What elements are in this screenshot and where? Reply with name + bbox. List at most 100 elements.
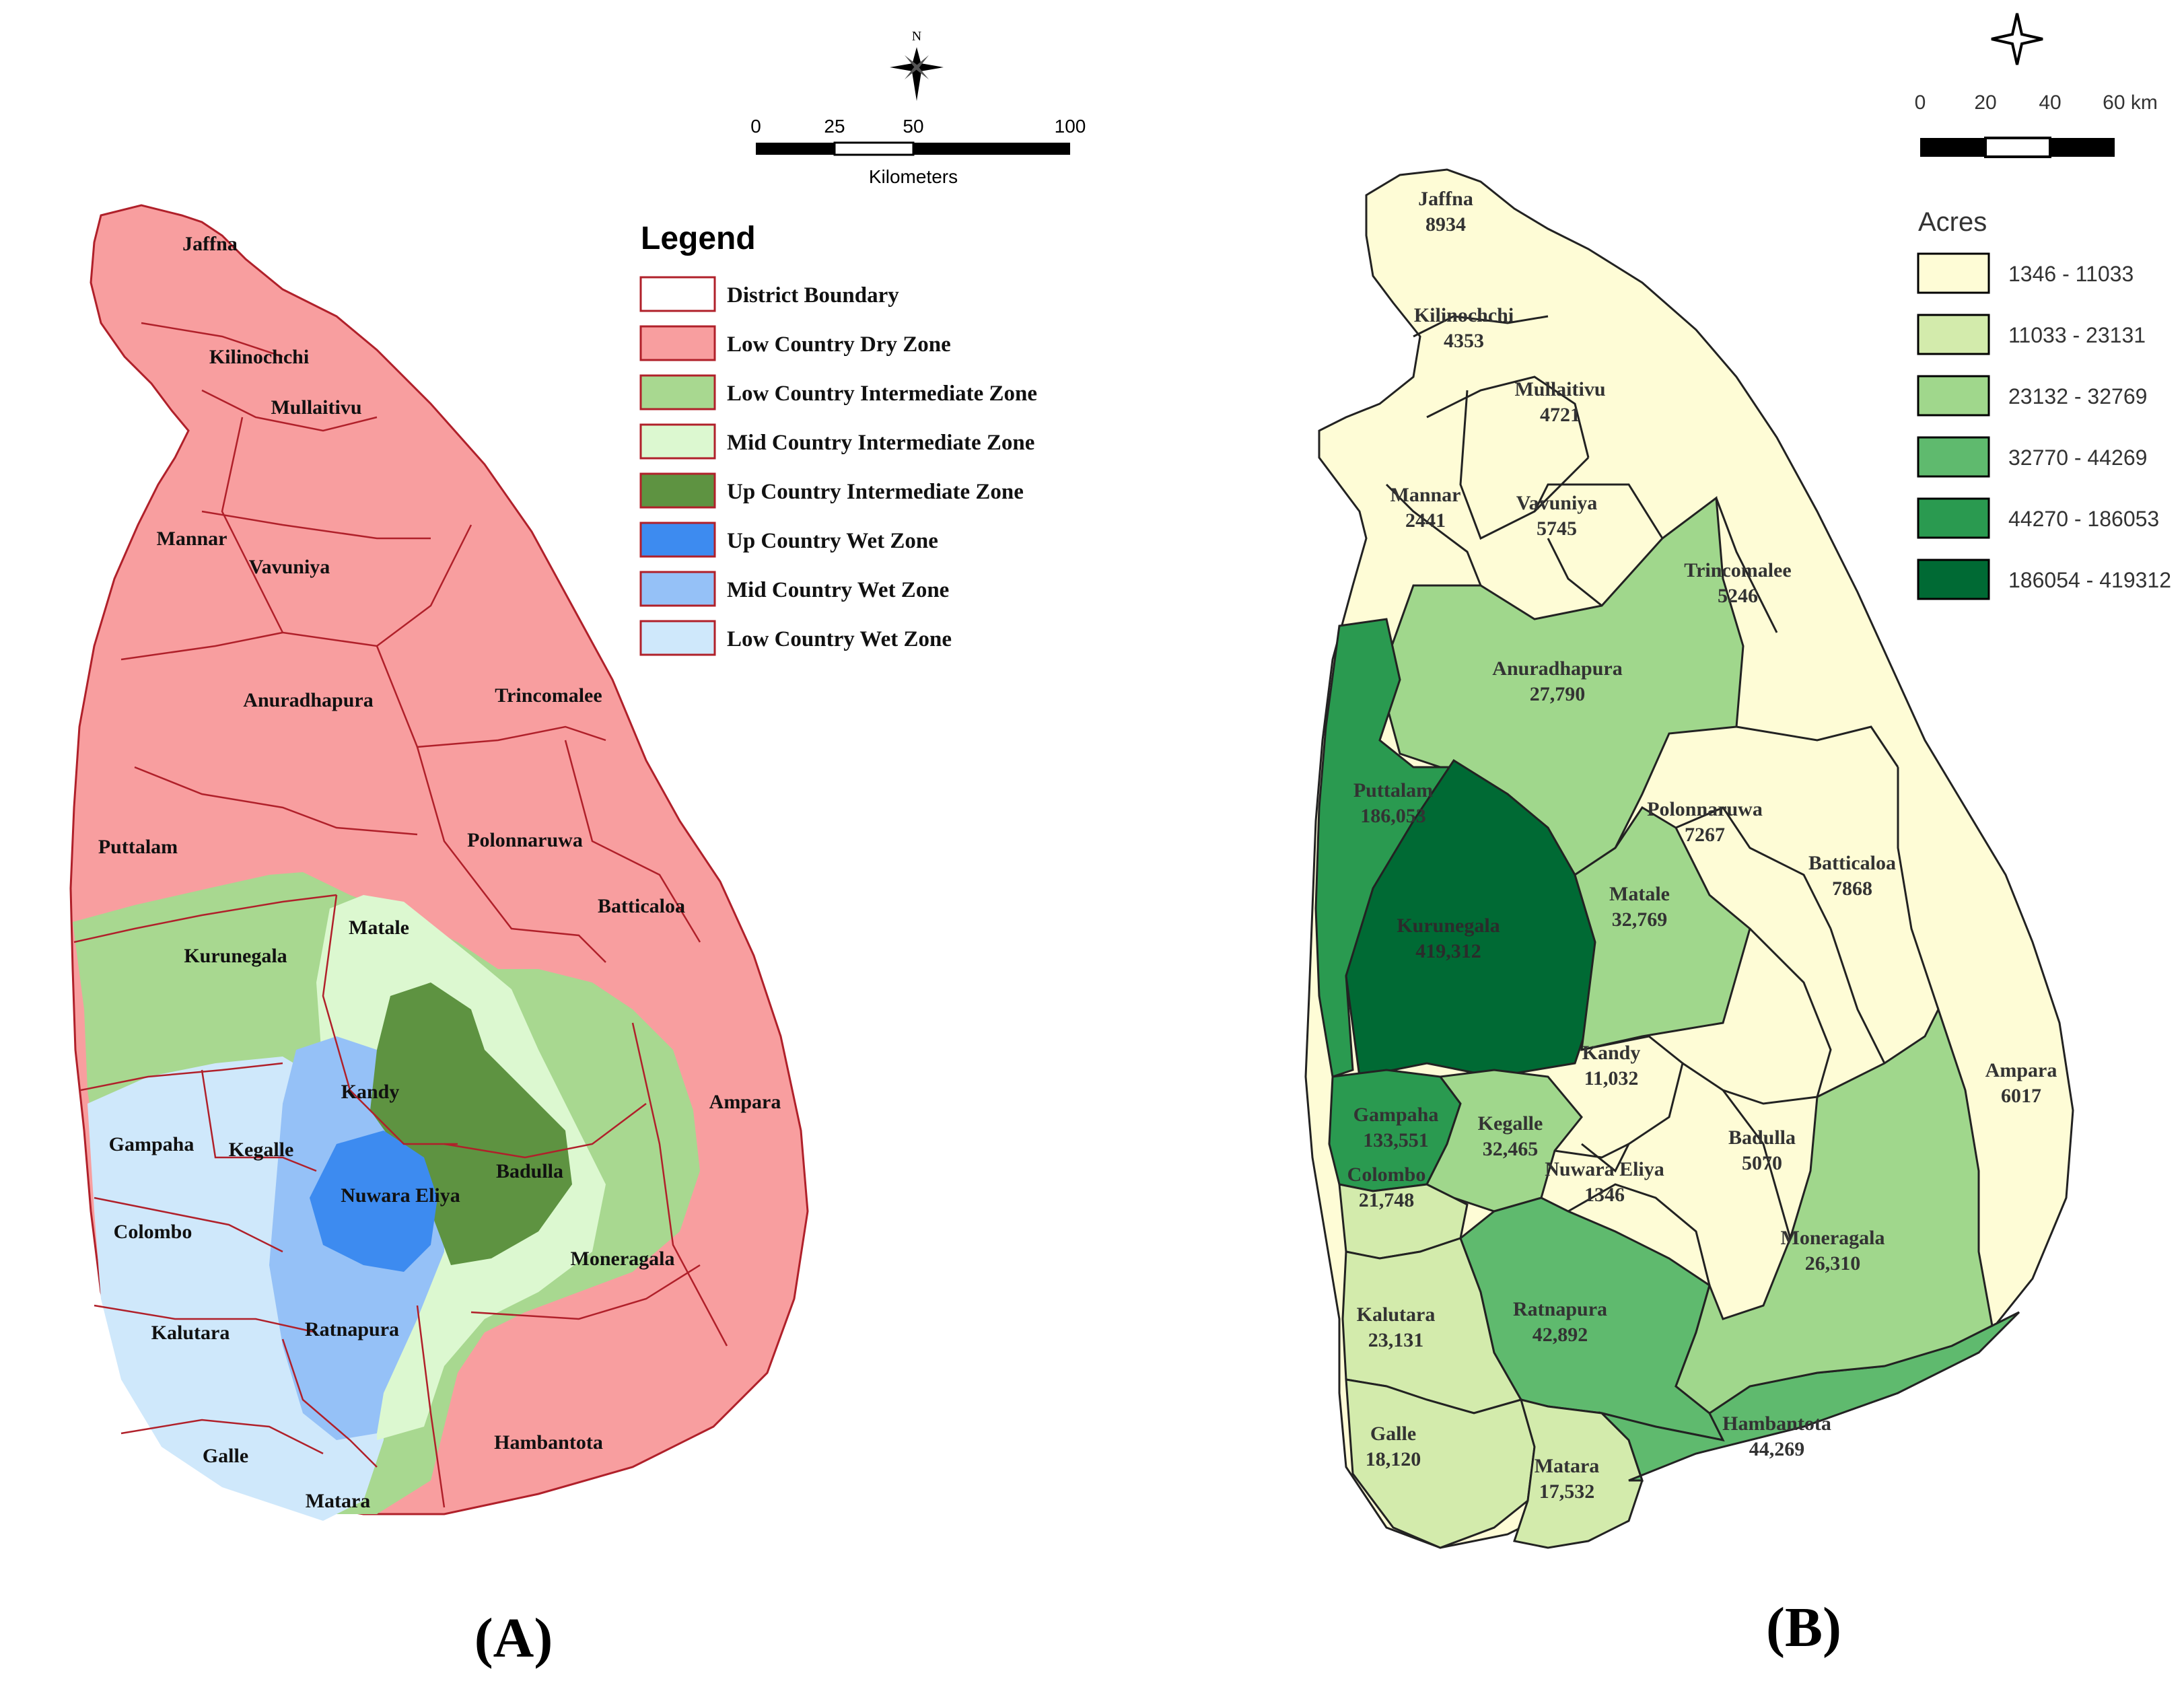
- panel-b-label-trincomalee: Trincomalee: [1684, 559, 1791, 581]
- panel-b-label-galle: Galle: [1370, 1423, 1416, 1445]
- panel-a-zone-up-wet: [310, 1131, 437, 1272]
- panel-a-caption: (A): [474, 1607, 553, 1670]
- panel-a-legend-item-up-country-wet-zone: Up Country Wet Zone: [639, 522, 938, 558]
- panel-a-legend-label: Low Country Dry Zone: [727, 332, 951, 357]
- panel-b-value-kandy: 11,032: [1584, 1067, 1639, 1089]
- panel-a-legend-swatch: [639, 620, 716, 656]
- panel-a-scale-tick-100: 100: [1055, 116, 1086, 137]
- panel-a-label-moneragala: Moneragala: [571, 1248, 675, 1270]
- panel-a-scale-tick-0: 0: [750, 116, 761, 137]
- panel-b-label-ratnapura: Ratnapura: [1513, 1298, 1607, 1320]
- panel-a-district-labels: Jaffna Kilinochchi Mullaitivu Mannar Vav…: [98, 233, 781, 1512]
- panel-b-value-kalutara: 23,131: [1368, 1329, 1424, 1351]
- panel-b-legend-label: 32770 - 44269: [2008, 445, 2147, 470]
- panel-a-scale-tick-50: 50: [903, 116, 923, 137]
- panel-b-value-badulla: 5070: [1742, 1152, 1782, 1174]
- panel-a-legend-item-low-country-dry-zone: Low Country Dry Zone: [639, 325, 951, 361]
- panel-a-label-mullaitivu: Mullaitivu: [271, 396, 361, 419]
- panel-a-legend-item-mid-country-wet-zone: Mid Country Wet Zone: [639, 571, 949, 607]
- panel-a-scale-bar: 0 25 50 100 Kilometers: [750, 116, 1086, 187]
- panel-b-label-puttalam: Puttalam: [1353, 779, 1433, 801]
- panel-b-value-vavuniya: 5745: [1537, 517, 1577, 540]
- panel-b-legend-swatch: [1917, 375, 1990, 417]
- panel-b-region-hambantota: [1598, 1311, 2020, 1482]
- panel-a-legend-label: Up Country Wet Zone: [727, 529, 938, 553]
- panel-a-label-matale: Matale: [349, 917, 409, 939]
- panel-b-legend-item-32770-44269: 32770 - 44269: [1917, 436, 2147, 478]
- panel-b-legend-label: 11033 - 23131: [2008, 323, 2146, 347]
- panel-a-legend-item-up-country-intermediate-zone: Up Country Intermediate Zone: [639, 472, 1024, 509]
- panel-b-region-moneragala: [1675, 1007, 1994, 1415]
- panel-a-label-batticaloa: Batticaloa: [598, 895, 685, 917]
- panel-b-legend-label: 23132 - 32769: [2008, 384, 2147, 408]
- panel-a-legend-item-mid-country-intermediate-zone: Mid Country Intermediate Zone: [639, 423, 1034, 460]
- panel-a-zone-up-intermediate: [370, 982, 572, 1265]
- panel-a-legend-item-district-boundary: District Boundary: [639, 276, 899, 312]
- panel-b-legend-swatch: [1917, 436, 1990, 478]
- panel-a-label-kalutara: Kalutara: [151, 1322, 230, 1344]
- panel-b-label-nuwara-eliya: Nuwara Eliya: [1545, 1158, 1664, 1180]
- panel-b-value-jaffna: 8934: [1425, 213, 1466, 236]
- panel-b-label-vavuniya: Vavuniya: [1516, 492, 1598, 514]
- panel-b-scale-tick-0: 0: [1915, 92, 1926, 114]
- panel-b-legend-item-44270-186053: 44270 - 186053: [1917, 497, 2159, 539]
- panel-a-legend-label: Up Country Intermediate Zone: [727, 480, 1024, 504]
- panel-b-region-matara: [1513, 1398, 1644, 1549]
- panel-b-value-kurunegala: 419,312: [1415, 940, 1481, 962]
- panel-a-north-label: N: [912, 29, 921, 44]
- panel-b-legend: Acres 1346 - 11033 11033 - 23131 23132 - 3…: [1917, 207, 2171, 600]
- panel-a-label-puttalam: Puttalam: [98, 836, 178, 858]
- panel-b-scale-bar: 0 20 40 60 km: [1915, 92, 2158, 158]
- panel-b-legend-item-11033-23131: 11033 - 23131: [1917, 314, 2146, 355]
- panel-a-label-galle: Galle: [203, 1445, 248, 1467]
- panel-a-label-badulla: Badulla: [496, 1160, 563, 1182]
- panel-a-legend-swatch: [639, 276, 716, 312]
- panel-b-label-badulla: Badulla: [1728, 1126, 1796, 1149]
- panel-b-value-matale: 32,769: [1612, 908, 1668, 931]
- panel-b-legend-label: 186054 - 419312: [2008, 568, 2171, 592]
- panel-a-legend: Legend District Boundary Low Country Dry …: [639, 221, 1037, 656]
- panel-b-scale-tick-20: 20: [1974, 92, 1996, 114]
- panel-a-legend-title: Legend: [641, 221, 756, 256]
- panel-b: Acres 1346 - 11033 11033 - 23131 23132 - 3…: [1304, 13, 2171, 1659]
- panel-b-value-gampaha: 133,551: [1363, 1129, 1429, 1151]
- panel-a-label-kilinochchi: Kilinochchi: [209, 346, 309, 368]
- panel-a-label-hambantota: Hambantota: [494, 1431, 603, 1454]
- panel-a-label-jaffna: Jaffna: [182, 233, 238, 255]
- panel-a-label-ratnapura: Ratnapura: [305, 1318, 399, 1340]
- panel-a-label-nuwara-eliya: Nuwara Eliya: [341, 1184, 460, 1207]
- panel-b-value-matara: 17,532: [1539, 1480, 1595, 1503]
- panel-a-legend-swatch: [639, 522, 716, 558]
- panel-b-scale-tick-40: 40: [2039, 92, 2061, 114]
- panel-a-label-gampaha: Gampaha: [109, 1133, 195, 1155]
- panel-b-value-batticaloa: 7868: [1832, 878, 1872, 900]
- panel-b-label-kandy: Kandy: [1582, 1042, 1641, 1064]
- panel-b-label-kegalle: Kegalle: [1478, 1112, 1543, 1135]
- panel-b-label-batticaloa: Batticaloa: [1808, 852, 1896, 874]
- panel-b-label-matale: Matale: [1609, 883, 1670, 905]
- panel-b-value-anuradhapura: 27,790: [1530, 683, 1586, 705]
- panel-a-label-matara: Matara: [306, 1490, 371, 1512]
- panel-a-label-polonnaruwa: Polonnaruwa: [467, 829, 583, 851]
- panel-a-legend-swatch: [639, 374, 716, 410]
- panel-a-legend-label: Mid Country Wet Zone: [727, 578, 949, 602]
- panel-a-label-anuradhapura: Anuradhapura: [243, 689, 373, 711]
- panel-a-label-mannar: Mannar: [157, 528, 227, 550]
- panel-b-caption: (B): [1766, 1596, 1841, 1659]
- panel-a-legend-label: Mid Country Intermediate Zone: [727, 431, 1034, 455]
- panel-b-region-kurunegala: [1345, 758, 1596, 1078]
- panel-b-legend-swatch: [1917, 252, 1990, 294]
- panel-a-legend-swatch: [639, 472, 716, 509]
- panel-b-label-moneragala: Moneragala: [1781, 1227, 1885, 1249]
- panel-b-label-mannar: Mannar: [1390, 484, 1461, 506]
- panel-a-label-ampara: Ampara: [709, 1091, 781, 1113]
- panel-b-label-matara: Matara: [1535, 1455, 1600, 1477]
- panel-a-legend-label: Low Country Intermediate Zone: [727, 382, 1037, 406]
- panel-b-legend-title: Acres: [1918, 207, 1987, 237]
- panel-a-legend-swatch: [639, 325, 716, 361]
- panel-b-value-ratnapura: 42,892: [1533, 1324, 1588, 1346]
- panel-b-value-trincomalee: 5246: [1718, 585, 1758, 607]
- panel-a-label-kandy: Kandy: [341, 1081, 400, 1103]
- panel-b-label-kalutara: Kalutara: [1357, 1303, 1436, 1326]
- panel-a-legend-label: District Boundary: [727, 283, 899, 308]
